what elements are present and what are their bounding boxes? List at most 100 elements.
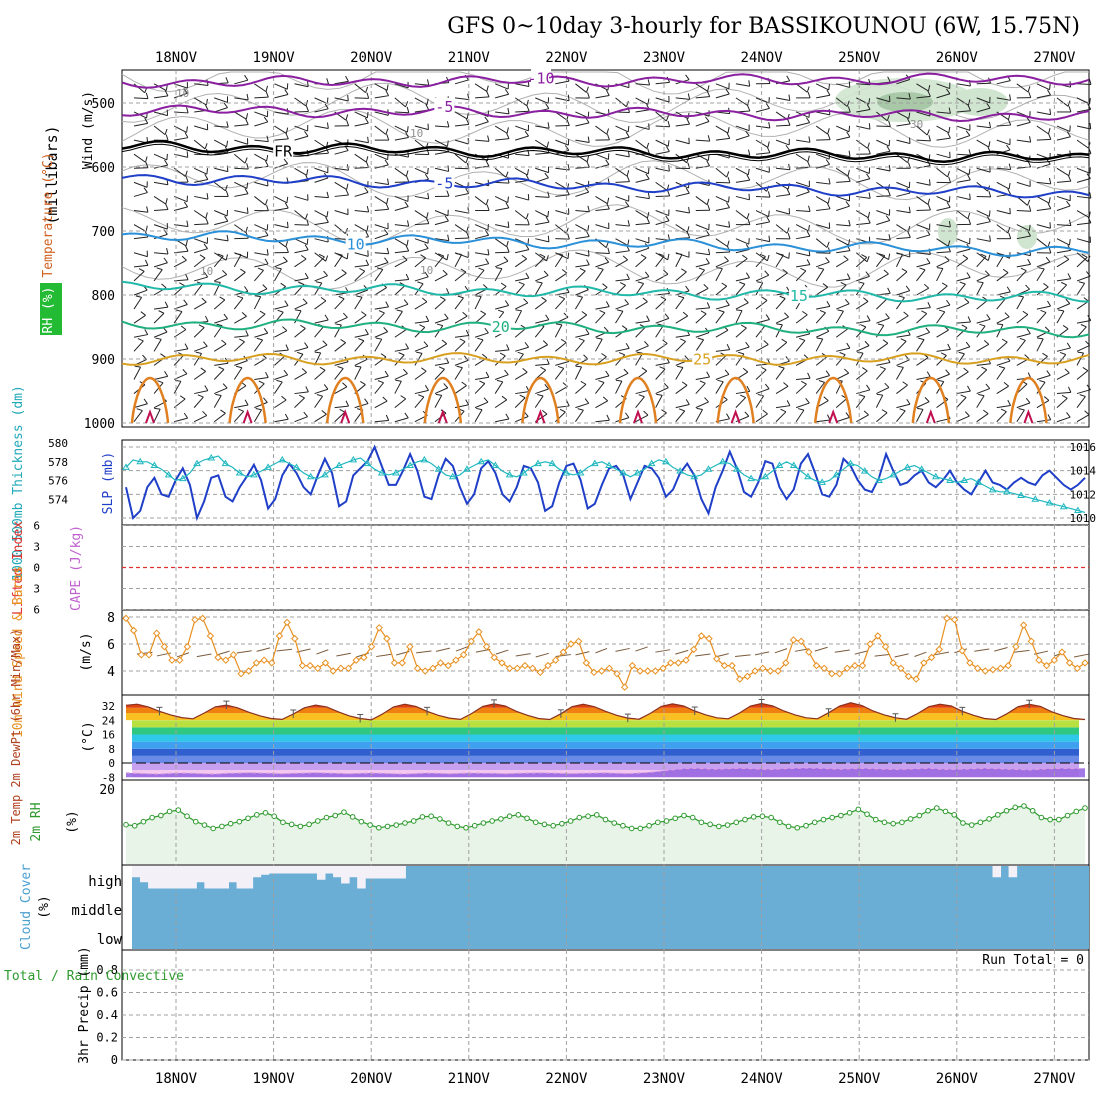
wind-barb (234, 207, 249, 214)
wind-barb-staff (695, 234, 710, 240)
wind-barb (374, 257, 389, 268)
rh-point (201, 822, 208, 828)
wind-barb-flag (845, 201, 850, 207)
wind-barb-staff (334, 150, 349, 155)
cloud-high-clear (341, 866, 350, 884)
wind-barb (996, 94, 1012, 101)
wind-barb (474, 407, 483, 422)
wind-barb-flag (158, 310, 165, 314)
wind-barb (715, 167, 730, 178)
wind-barb-staff (1076, 414, 1090, 423)
wind-barb-staff (394, 167, 407, 177)
wind-barb-staff (655, 317, 669, 324)
wind-barb-flag (615, 379, 622, 382)
wind-barb (715, 256, 729, 268)
wind-barb-flag (908, 206, 911, 213)
x-tick-top: 24NOV (741, 50, 784, 66)
rh-point (376, 824, 382, 831)
wind-barb (795, 337, 806, 352)
wind-barb-flag (1081, 254, 1088, 258)
wind-barb-staff (836, 416, 850, 423)
wind-barb-flag (323, 270, 328, 277)
wind-barb (615, 412, 630, 423)
wind-barb (153, 90, 169, 99)
wind-barb (133, 162, 149, 169)
wind-barb-flag (876, 393, 883, 396)
wind-barb-staff (936, 260, 950, 268)
surface-wind-barb (435, 647, 451, 652)
wind-barb-staff (675, 410, 686, 423)
surface-wind-barb (535, 652, 549, 658)
wind-barb-staff (1016, 263, 1031, 268)
wind-speed-point (222, 656, 230, 664)
thickness-point (150, 461, 159, 468)
wind-barb-staff (434, 210, 449, 217)
wind-barb-staff (294, 135, 309, 141)
wind-barb-flag (265, 85, 269, 92)
wind-speed-point (137, 651, 146, 659)
wind-barb-staff (1016, 83, 1029, 93)
wind-barb-flag (879, 366, 886, 370)
wind-barb (534, 252, 549, 262)
pressure-tick: 800 (92, 289, 115, 304)
wind-barb-flag (747, 105, 751, 112)
wind-barb-staff (394, 380, 402, 394)
wind-barb-flag (678, 408, 685, 412)
wind-barb-flag (204, 385, 209, 391)
wind-barb-staff (334, 254, 343, 268)
wind-barb (254, 153, 269, 162)
wind-barb-flag (499, 352, 506, 357)
thickness-point (377, 469, 386, 476)
rh-shade (952, 88, 1008, 116)
wind-barb (294, 309, 302, 324)
wind-speed-point (291, 634, 299, 643)
wind-barb (1056, 412, 1071, 423)
wind-barb-flag (355, 365, 362, 368)
wind-barb-flag (846, 273, 851, 280)
wind-barb (394, 201, 409, 212)
wind-speed-point (989, 665, 997, 674)
wind-barb (414, 341, 429, 352)
surface-wind-barb (216, 650, 230, 656)
wind-barb (133, 295, 143, 310)
wind-barb-flag (507, 196, 509, 203)
wind-barb (1056, 200, 1071, 211)
wind-barb (1016, 267, 1027, 282)
wind-barb (334, 382, 348, 394)
wind-barb-staff (655, 343, 668, 352)
wind-barb-flag (686, 156, 690, 163)
wind-barb-flag (587, 225, 590, 232)
wind-barb-flag (623, 368, 629, 374)
wind-barb-flag (500, 282, 507, 287)
wind-barb-staff (936, 153, 951, 159)
wind-barb-staff (996, 97, 1011, 101)
wind-barb (836, 201, 850, 211)
wind-barb-flag (763, 340, 769, 345)
wind-barb-staff (515, 125, 529, 132)
wind-barb-flag (997, 253, 1005, 256)
wind-barb-flag (254, 295, 261, 298)
wind-barb (494, 83, 509, 90)
wind-barb-staff (354, 191, 369, 197)
wind-barb-flag (386, 247, 390, 254)
wind-barb-flag (577, 408, 584, 411)
wind-barb-flag (185, 274, 189, 280)
wind-barb (575, 250, 590, 257)
wind-barb-flag (1028, 224, 1031, 231)
wind-barb (514, 97, 529, 107)
wind-barb-flag (567, 233, 570, 240)
wind-barb (976, 139, 991, 148)
wind-barb (153, 310, 165, 324)
cloud-high-clear (156, 866, 165, 889)
wind-barb (534, 393, 544, 408)
wind-barb-flag (946, 299, 951, 306)
wind-barb (1076, 254, 1088, 268)
wind-barb-staff (896, 192, 911, 197)
wind-barb-staff (575, 191, 589, 197)
wind-barb (936, 352, 947, 366)
wind-barb-flag (605, 370, 610, 377)
wind-barb (414, 167, 429, 175)
wind-barb-flag (404, 412, 409, 419)
cloud-high-clear (132, 866, 141, 878)
wind-barb-staff (876, 298, 887, 310)
